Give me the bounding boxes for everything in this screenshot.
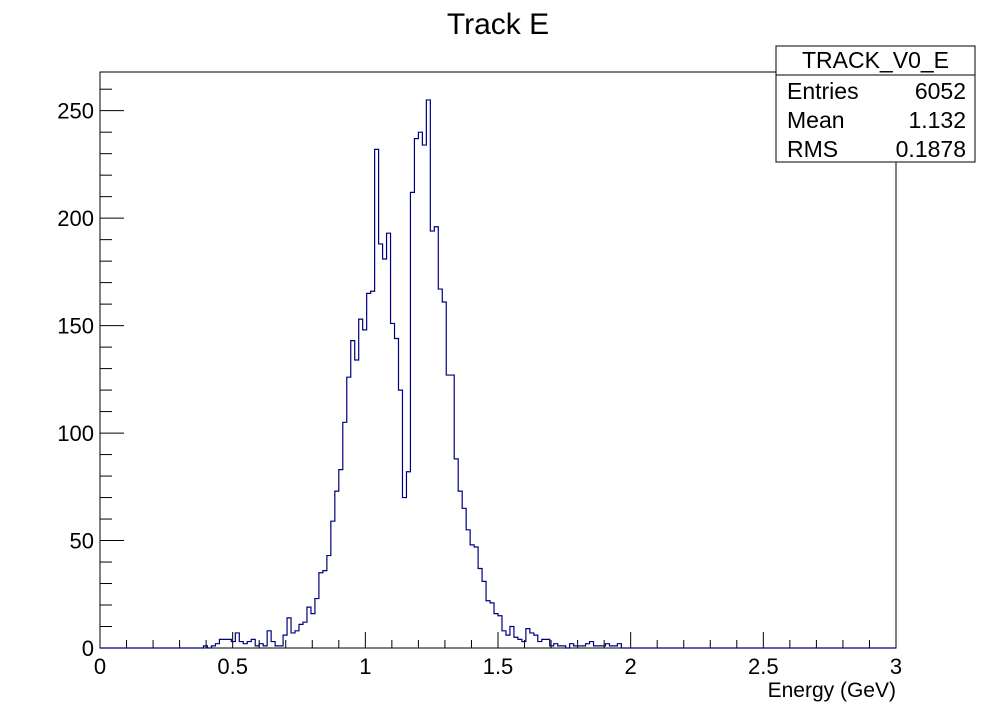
x-tick-label: 2 xyxy=(625,654,637,679)
x-tick-label: 1.5 xyxy=(483,654,514,679)
stats-rms-value: 0.1878 xyxy=(896,136,966,162)
y-tick-label: 0 xyxy=(82,636,94,661)
y-tick-label: 200 xyxy=(57,206,94,231)
x-tick-label: 0.5 xyxy=(217,654,248,679)
stats-box-name: TRACK_V0_E xyxy=(802,47,949,73)
x-tick-label: 0 xyxy=(94,654,106,679)
x-tick-label: 3 xyxy=(890,654,902,679)
y-tick-label: 100 xyxy=(57,421,94,446)
histogram-series xyxy=(100,99,896,649)
x-axis-label: Energy (GeV) xyxy=(768,679,896,702)
stats-entries-value: 6052 xyxy=(915,78,966,104)
x-tick-label: 2.5 xyxy=(748,654,779,679)
chart-title: Track E xyxy=(447,8,549,41)
y-tick-label: 150 xyxy=(57,314,94,339)
stats-rms-label: RMS xyxy=(787,136,838,162)
y-axis: 0 50 100 150 200 250 xyxy=(57,88,124,661)
stats-mean-value: 1.132 xyxy=(908,107,966,133)
x-axis: 0 0.5 1 1.5 2 2.5 3 xyxy=(94,632,902,679)
x-tick-label: 1 xyxy=(359,654,371,679)
stats-entries-label: Entries xyxy=(787,78,859,104)
y-tick-label: 50 xyxy=(70,529,94,554)
stats-box: TRACK_V0_E Entries 6052 Mean 1.132 RMS 0… xyxy=(775,45,976,163)
stats-mean-label: Mean xyxy=(787,107,845,133)
y-tick-label: 250 xyxy=(57,99,94,124)
